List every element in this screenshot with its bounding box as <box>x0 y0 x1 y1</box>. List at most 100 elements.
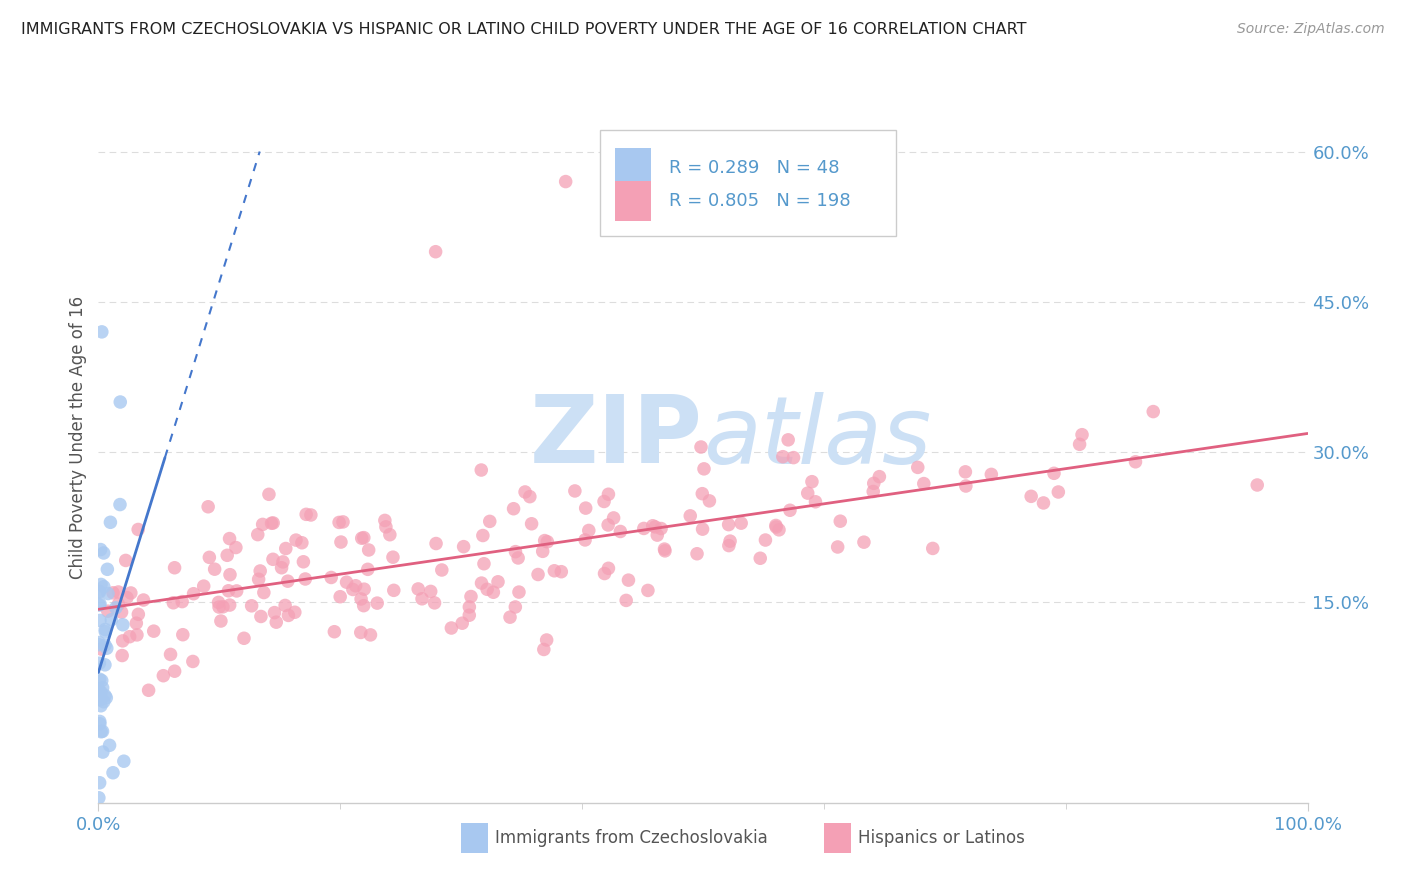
Point <box>1069 437 1091 451</box>
Point <box>470 576 492 591</box>
Bar <box>614 181 651 221</box>
Point <box>270 560 292 574</box>
Point <box>554 175 576 189</box>
Point <box>172 628 194 642</box>
Point <box>458 608 481 623</box>
Point <box>294 572 316 586</box>
Point <box>633 521 655 535</box>
Point <box>531 544 554 558</box>
Point <box>470 463 492 477</box>
Point <box>163 664 186 678</box>
Point <box>87 682 110 697</box>
Point <box>593 494 616 508</box>
Point <box>617 573 640 587</box>
Point <box>690 440 713 454</box>
Point <box>475 582 498 597</box>
Point <box>87 584 110 599</box>
Point <box>262 516 284 530</box>
Point <box>614 593 637 607</box>
Point <box>329 590 352 604</box>
Point <box>110 395 132 409</box>
Point <box>252 517 274 532</box>
Point <box>93 695 115 709</box>
Point <box>89 598 111 612</box>
Point <box>94 657 117 672</box>
Point <box>765 520 787 534</box>
Point <box>120 586 142 600</box>
Point <box>378 527 401 541</box>
Point <box>87 635 110 649</box>
Point <box>440 621 463 635</box>
Point <box>357 562 380 576</box>
Point <box>321 570 343 584</box>
Point <box>513 485 536 500</box>
Point <box>89 597 111 611</box>
Point <box>94 624 117 639</box>
Point <box>181 655 204 669</box>
Point <box>100 516 122 530</box>
Point <box>779 503 801 517</box>
Point <box>717 539 740 553</box>
Point <box>353 582 375 597</box>
Point <box>127 607 149 622</box>
Point <box>93 546 115 560</box>
Point <box>374 520 396 534</box>
Point <box>749 551 772 566</box>
Y-axis label: Child Poverty Under the Age of 16: Child Poverty Under the Age of 16 <box>69 295 87 579</box>
Point <box>218 532 240 546</box>
Point <box>101 765 124 780</box>
Point <box>253 585 276 599</box>
Point <box>233 632 256 646</box>
Point <box>804 495 827 509</box>
Point <box>94 689 117 703</box>
Point <box>423 596 446 610</box>
Point <box>96 690 118 705</box>
Point <box>299 508 322 522</box>
Point <box>335 575 357 590</box>
Point <box>209 614 232 628</box>
Point <box>693 462 716 476</box>
Point <box>90 805 112 820</box>
Point <box>1043 467 1066 481</box>
Point <box>197 500 219 514</box>
Point <box>291 535 314 549</box>
Point <box>543 564 565 578</box>
Point <box>381 550 404 565</box>
Point <box>89 716 111 731</box>
Point <box>262 552 284 566</box>
Point <box>90 577 112 591</box>
Point <box>1047 485 1070 500</box>
Point <box>90 673 112 688</box>
Point <box>204 562 226 576</box>
Point <box>598 561 620 575</box>
Point <box>768 523 790 537</box>
Point <box>406 582 429 596</box>
Point <box>955 479 977 493</box>
Point <box>519 490 541 504</box>
Point <box>89 714 111 729</box>
Point <box>921 541 943 556</box>
Point <box>93 580 115 594</box>
Point <box>482 585 505 599</box>
Point <box>862 476 884 491</box>
Point <box>257 487 280 501</box>
FancyBboxPatch shape <box>600 130 897 235</box>
Point <box>91 745 114 759</box>
Point <box>868 469 890 483</box>
Point <box>142 624 165 639</box>
Point <box>472 557 495 571</box>
Point <box>359 628 381 642</box>
Point <box>208 600 231 615</box>
Point <box>852 535 875 549</box>
Point <box>132 593 155 607</box>
Text: atlas: atlas <box>703 392 931 483</box>
Point <box>332 515 354 529</box>
Point <box>357 543 380 558</box>
Point <box>260 516 283 531</box>
Point <box>1246 478 1268 492</box>
Point <box>218 598 240 612</box>
Point <box>292 555 315 569</box>
Point <box>730 516 752 531</box>
Point <box>505 599 527 614</box>
Point <box>699 494 721 508</box>
